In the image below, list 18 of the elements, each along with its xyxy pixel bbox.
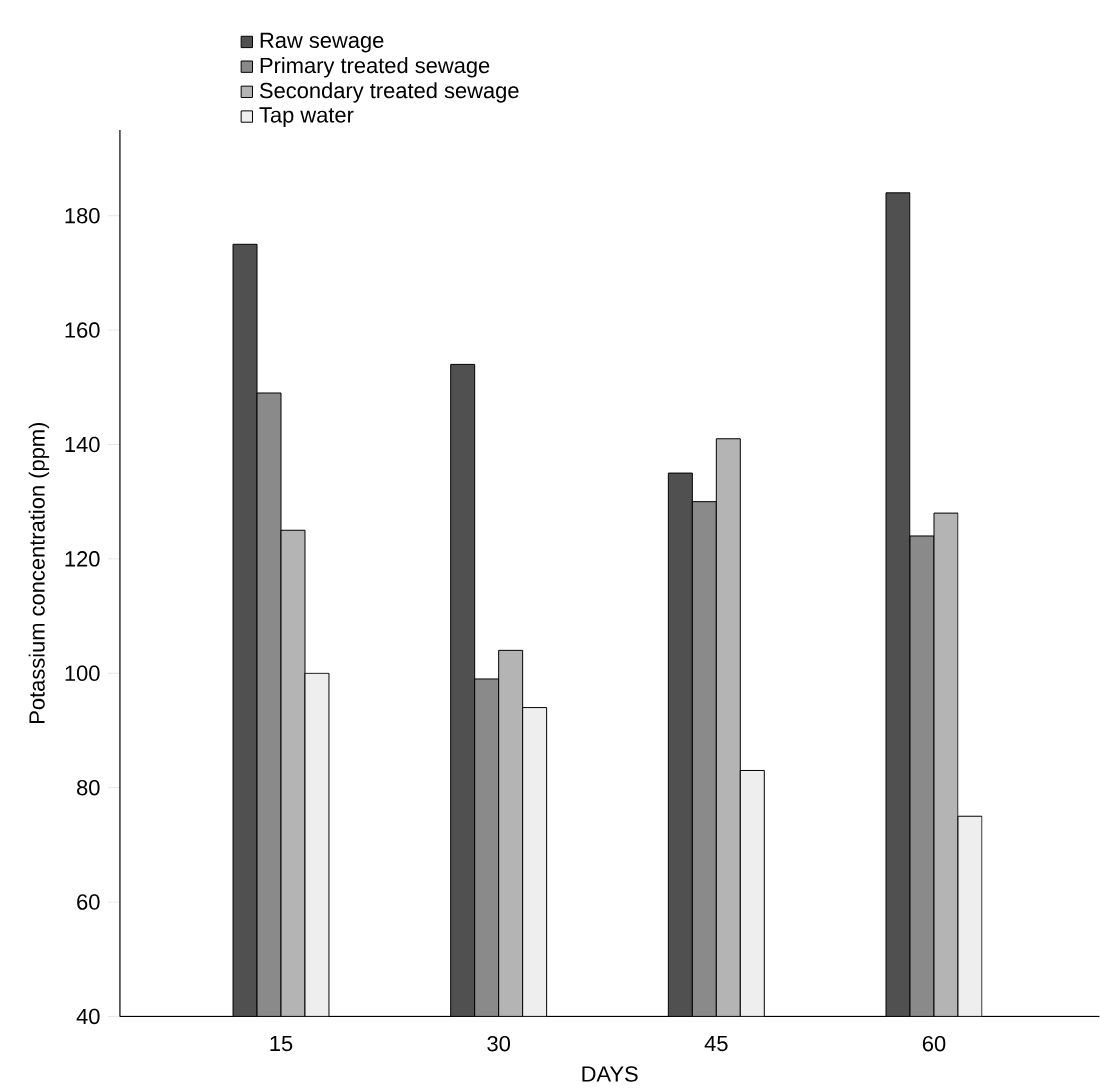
x-tick-label: 30 [487,1035,510,1052]
y-tick-label: 100 [65,665,100,681]
y-tick-label: 140 [65,436,100,453]
legend-label: Tap water [259,107,354,127]
x-tick-label: 15 [270,1035,293,1052]
x-axis-title: DAYS [582,1066,638,1082]
legend-label: Primary treated sewage [260,57,490,78]
x-tick-label: 45 [704,1035,728,1052]
y-tick-label: 160 [65,322,100,338]
y-axis-title: Potassium concentration (ppm) [28,422,50,723]
legend-label: Secondary treated sewage [259,82,519,103]
y-tick-label: 60 [77,894,100,910]
x-tick-label: 60 [922,1035,946,1052]
y-tick-label: 80 [77,779,100,796]
legend-label: Raw sewage [260,32,384,53]
y-tick-label: 180 [65,207,100,224]
y-tick-label: 40 [76,1008,100,1025]
y-tick-label: 120 [65,551,100,567]
